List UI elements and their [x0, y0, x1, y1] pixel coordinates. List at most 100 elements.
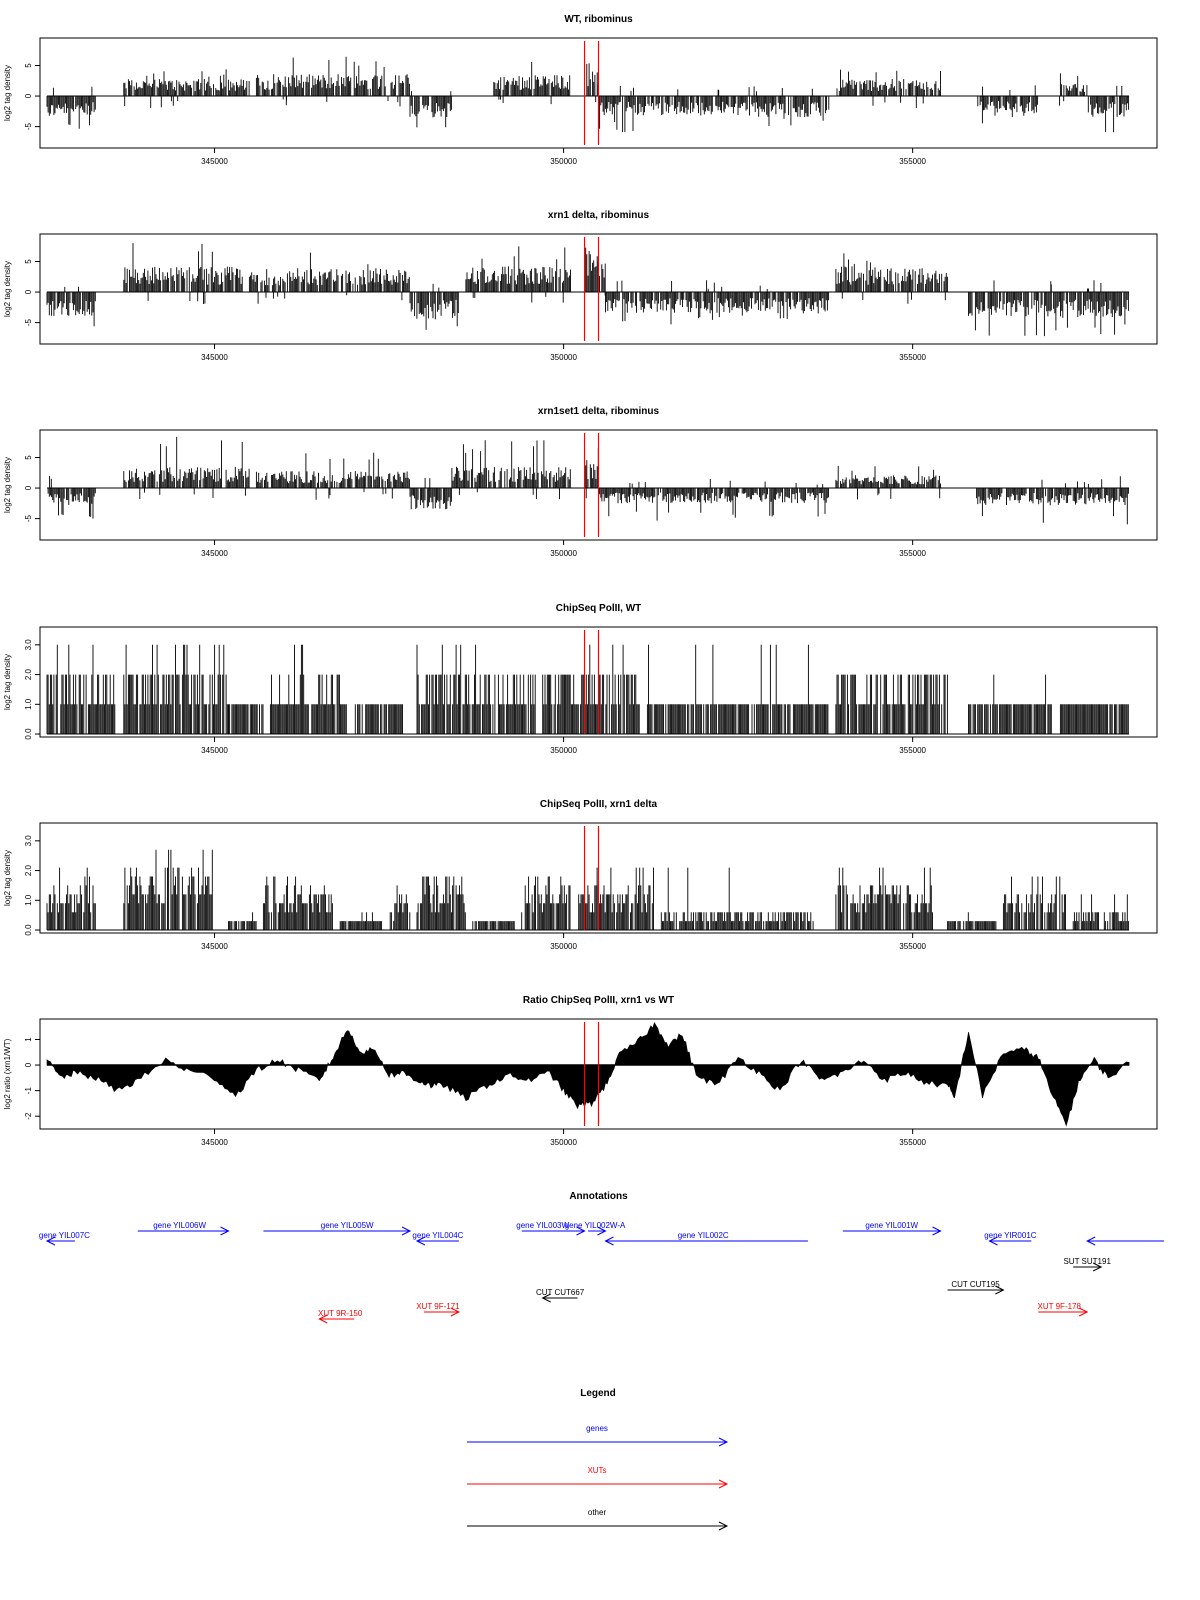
y-tick-label: 5: [24, 259, 33, 264]
annotation-other-arrow: [1073, 1262, 1103, 1272]
y-axis-label: log2 tag density: [3, 261, 12, 317]
legend-label: other: [588, 1508, 607, 1517]
annotation-label: SUT SUT191: [1063, 1257, 1111, 1266]
y-tick-label: 0.0: [24, 924, 33, 936]
annotation-xut-arrow: [423, 1307, 460, 1317]
annotation-gene-arrow: [842, 1226, 942, 1236]
plot-frame: [39, 626, 1158, 738]
chart-panel-6: Ratio ChipSeq PolII, xrn1 vs WT -2 -1 0 1 log…: [3, 995, 1158, 1147]
chart-panel-1: WT, ribominus -5 0 5 log2 tag density 345000 3…: [3, 14, 1158, 166]
arrow-head: [576, 1226, 586, 1236]
arrow-head: [318, 1314, 328, 1324]
series-marks: [46, 436, 1130, 525]
annotation-gene-arrow: [263, 1226, 412, 1236]
annotation-label: gene YIL005W: [321, 1221, 374, 1230]
chart-panel-4: ChipSeq PolII, WT 0.0 1.0 2.0 3.0 log2 tag de…: [3, 603, 1158, 755]
annotation-xut-arrow: [1038, 1307, 1089, 1317]
y-tick-label: 1.0: [24, 698, 33, 710]
legend-xut-arrow: [467, 1479, 729, 1489]
y-tick-label: 1.0: [24, 894, 33, 906]
data-bars: [47, 436, 1129, 525]
y-tick-label: 1: [24, 1037, 33, 1042]
x-tick-label: 355000: [899, 353, 926, 362]
legend-title: Legend: [580, 1388, 616, 1399]
arrow-head: [45, 1236, 56, 1246]
arrow-head: [1092, 1262, 1103, 1272]
plot-frame: [39, 37, 1158, 149]
annotation-label: gene YIL001W: [865, 1221, 918, 1230]
annotation-label: XUT 9R-150: [318, 1309, 363, 1318]
x-tick-label: 350000: [550, 746, 577, 755]
x-tick-label: 345000: [201, 549, 228, 558]
arrow-head: [220, 1226, 230, 1236]
annotation-label: gene YIR001C: [984, 1231, 1037, 1240]
annotation-label: CUT CUT195: [951, 1280, 1000, 1289]
series-marks: [46, 644, 1130, 735]
annotation-label: XUT 9F-178: [1038, 1302, 1082, 1311]
arrow-head: [401, 1226, 412, 1236]
arrow-head: [1086, 1236, 1096, 1246]
y-tick-label: 3.0: [24, 639, 33, 651]
chart-title: xrn1set1 delta, ribominus: [538, 406, 660, 417]
data-bars: [46, 243, 1129, 337]
chart-title: xrn1 delta, ribominus: [548, 210, 650, 221]
plot-frame: [39, 822, 1158, 934]
annotations-title: Annotations: [569, 1191, 628, 1202]
y-tick-label: -5: [24, 515, 33, 523]
plot-frame: [39, 429, 1158, 541]
y-tick-label: 2.0: [24, 864, 33, 876]
arrow-head: [1078, 1307, 1089, 1317]
arrow-head: [718, 1521, 729, 1531]
arrow-head: [995, 1285, 1005, 1295]
annotation-label: XUT 9F-171: [416, 1302, 460, 1311]
y-axis-label: log2 ratio (xrn1/WT): [3, 1038, 12, 1109]
y-tick-label: 5: [24, 63, 33, 68]
legend: Legend genes XUTs other: [467, 1388, 729, 1531]
plot-frame: [39, 233, 1158, 345]
arrow-head: [597, 1226, 607, 1236]
plot-frame: [39, 1018, 1158, 1130]
y-tick-label: 0: [24, 289, 33, 294]
annotation-label: gene YIL006W: [153, 1221, 206, 1230]
annotation-other-arrow: [947, 1285, 1005, 1295]
annotation-gene-arrow: [604, 1236, 808, 1246]
annotation-label: gene YIL003W: [516, 1221, 569, 1230]
x-tick-label: 355000: [899, 549, 926, 558]
chart-title: ChipSeq PolII, xrn1 delta: [540, 799, 658, 810]
y-tick-label: -1: [24, 1087, 33, 1095]
arrow-head: [988, 1236, 998, 1246]
x-tick-label: 350000: [550, 549, 577, 558]
chart-title: ChipSeq PolII, WT: [556, 603, 642, 614]
annotation-gene-arrow: [415, 1236, 459, 1246]
annotation-other-arrow: [541, 1293, 578, 1303]
annotation-label: gene YIL002C: [678, 1231, 729, 1240]
arrow-head: [604, 1236, 614, 1246]
arrow-head: [932, 1226, 942, 1236]
y-axis-label: log2 tag density: [3, 850, 12, 906]
annotation-gene-arrow: [45, 1236, 75, 1246]
x-tick-label: 345000: [201, 157, 228, 166]
x-tick-label: 355000: [899, 1138, 926, 1147]
chart-title: Ratio ChipSeq PolII, xrn1 vs WT: [523, 995, 674, 1006]
x-tick-label: 355000: [899, 157, 926, 166]
y-tick-label: 2.0: [24, 668, 33, 680]
y-axis-label: log2 tag density: [3, 65, 12, 121]
legend-other-arrow: [467, 1521, 729, 1531]
series-marks: [46, 1021, 1130, 1127]
x-tick-label: 345000: [201, 746, 228, 755]
annotations-panel: Annotations gene YIL007C gene YIL006W gene …: [39, 1191, 1164, 1324]
x-tick-label: 355000: [899, 942, 926, 951]
x-tick-label: 350000: [550, 353, 577, 362]
x-tick-label: 345000: [201, 942, 228, 951]
y-tick-label: 0: [24, 1062, 33, 1067]
chart-panel-5: ChipSeq PolII, xrn1 delta 0.0 1.0 2.0 3.0 log…: [3, 799, 1158, 951]
legend-label: XUTs: [587, 1466, 606, 1475]
y-tick-label: 0.0: [24, 728, 33, 740]
annotation-gene-arrow: [137, 1226, 230, 1236]
legend-label: genes: [586, 1424, 608, 1433]
arrow-head: [718, 1479, 729, 1489]
arrow-head: [415, 1236, 426, 1246]
arrow-head: [541, 1293, 551, 1303]
y-tick-label: 0: [24, 93, 33, 98]
legend-gene-arrow: [467, 1437, 729, 1447]
